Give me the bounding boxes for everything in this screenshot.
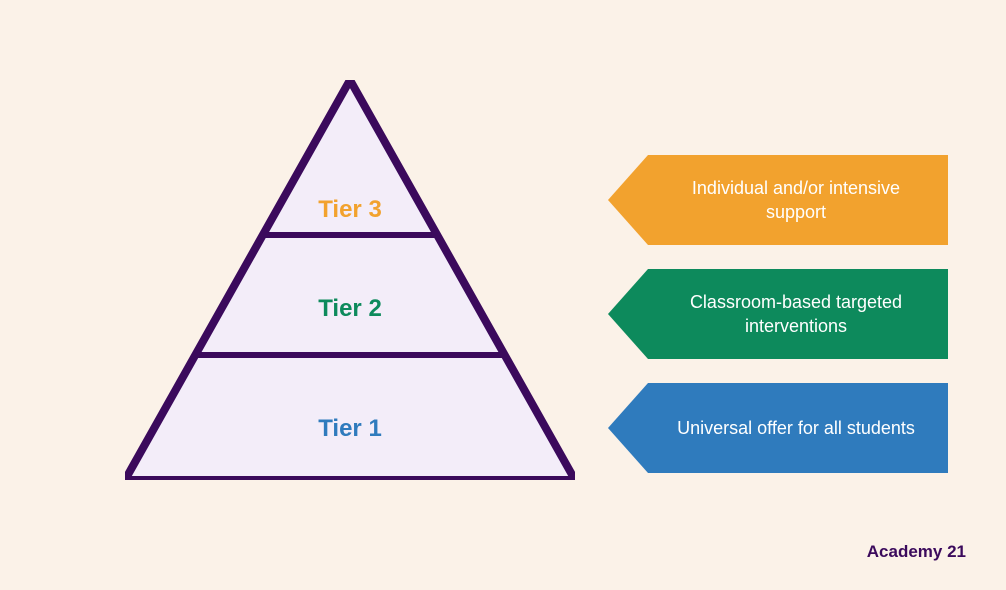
callout-tier3: Individual and/or intensive support	[608, 155, 948, 245]
callout-text-tier2: Classroom-based targeted interventions	[656, 269, 936, 359]
tier1-label: Tier 1	[275, 415, 425, 443]
pyramid: Tier 3 Tier 2 Tier 1	[125, 80, 575, 480]
callout-text-tier1: Universal offer for all students	[656, 383, 936, 473]
tier2-label: Tier 2	[275, 295, 425, 323]
callout-tier2: Classroom-based targeted interventions	[608, 269, 948, 359]
callout-tier1: Universal offer for all students	[608, 383, 948, 473]
callouts-column: Individual and/or intensive support Clas…	[608, 155, 948, 497]
attribution: Academy 21	[867, 542, 966, 562]
callout-text-tier3: Individual and/or intensive support	[656, 155, 936, 245]
tier3-label: Tier 3	[275, 196, 425, 224]
infographic-canvas: Tier 3 Tier 2 Tier 1 Individual and/or i…	[0, 0, 1006, 590]
